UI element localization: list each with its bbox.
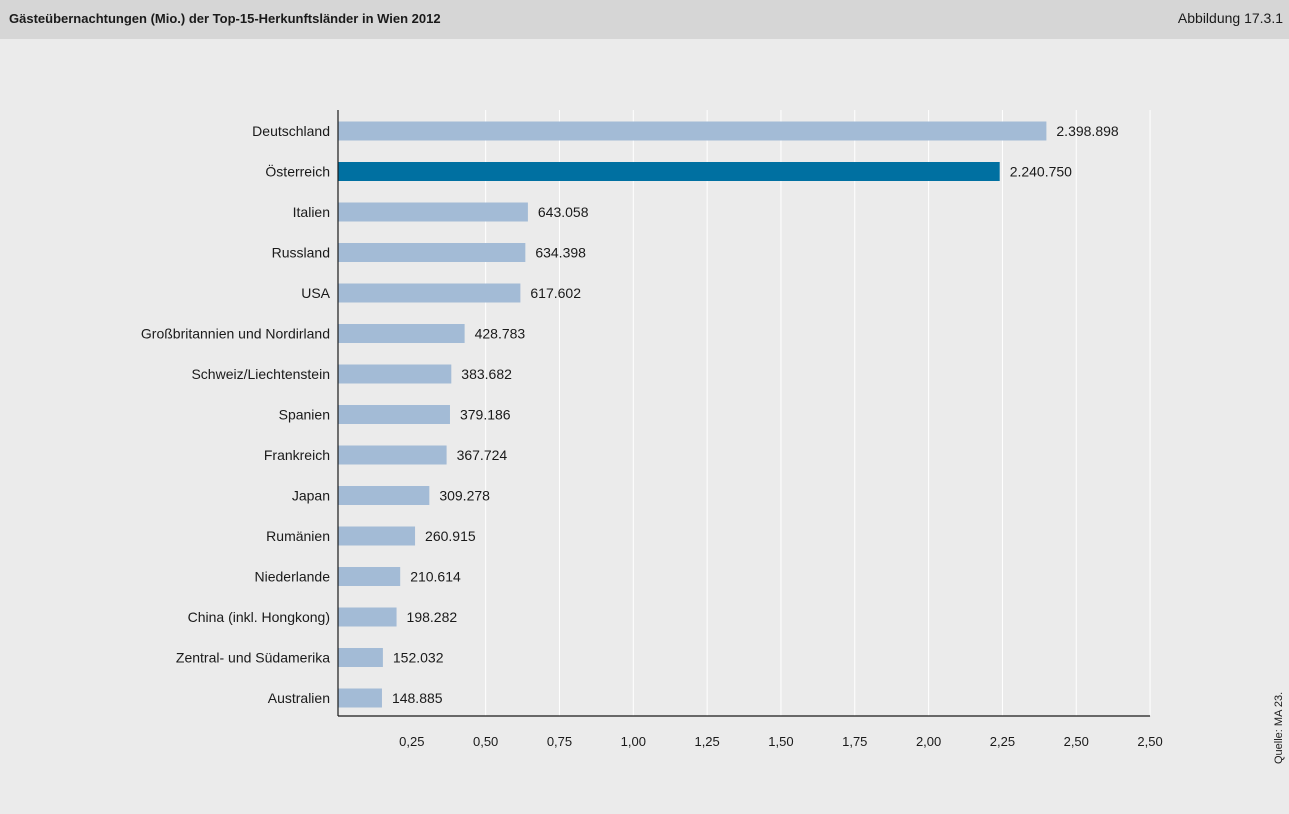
category-label: Russland bbox=[272, 245, 330, 261]
x-tick-label: 1,50 bbox=[768, 734, 793, 749]
value-label: 379.186 bbox=[460, 407, 511, 423]
x-tick-label: 2,50 bbox=[1137, 734, 1162, 749]
bar bbox=[338, 202, 528, 222]
value-label: 428.783 bbox=[475, 326, 526, 342]
x-tick-label: 2,25 bbox=[990, 734, 1015, 749]
value-label: 617.602 bbox=[530, 285, 581, 301]
x-tick-label: 0,50 bbox=[473, 734, 498, 749]
x-tick-label: 1,75 bbox=[842, 734, 867, 749]
value-label: 643.058 bbox=[538, 204, 589, 220]
x-tick-label: 0,25 bbox=[399, 734, 424, 749]
bar bbox=[338, 445, 447, 465]
bar bbox=[338, 405, 450, 424]
x-tick-label: 1,25 bbox=[694, 734, 719, 749]
category-label: China (inkl. Hongkong) bbox=[188, 609, 330, 625]
chart-title: Gästeübernachtungen (Mio.) der Top-15-He… bbox=[9, 11, 441, 26]
category-label: Spanien bbox=[279, 407, 330, 423]
category-label: Italien bbox=[293, 204, 330, 220]
value-label: 367.724 bbox=[457, 447, 508, 463]
category-label: Japan bbox=[292, 488, 330, 504]
value-label: 634.398 bbox=[535, 245, 586, 261]
value-label: 198.282 bbox=[407, 609, 458, 625]
value-label: 309.278 bbox=[439, 488, 490, 504]
bar bbox=[338, 162, 1000, 181]
value-label: 152.032 bbox=[393, 650, 444, 666]
source-note: Quelle: MA 23. bbox=[1273, 691, 1285, 764]
value-label: 383.682 bbox=[461, 366, 512, 382]
bar bbox=[338, 324, 465, 343]
chart-header: Gästeübernachtungen (Mio.) der Top-15-He… bbox=[0, 0, 1289, 39]
category-label: Großbritannien und Nordirland bbox=[141, 326, 330, 342]
bar bbox=[338, 121, 1047, 141]
category-label: USA bbox=[301, 285, 330, 301]
value-label: 2.240.750 bbox=[1010, 164, 1072, 180]
bar bbox=[338, 243, 526, 262]
category-label: Niederlande bbox=[255, 569, 331, 585]
bar bbox=[338, 648, 383, 667]
category-label: Frankreich bbox=[264, 447, 330, 463]
figure-number: Abbildung 17.3.1 bbox=[1177, 10, 1283, 26]
x-tick-label: 1,00 bbox=[621, 734, 646, 749]
category-label: Rumänien bbox=[266, 528, 330, 544]
category-label: Schweiz/Liechtenstein bbox=[191, 366, 330, 382]
value-label: 210.614 bbox=[410, 569, 461, 585]
category-label: Österreich bbox=[265, 163, 330, 180]
category-label: Deutschland bbox=[252, 123, 330, 139]
value-label: 260.915 bbox=[425, 528, 476, 544]
category-label: Australien bbox=[268, 690, 330, 706]
bar bbox=[338, 486, 430, 505]
bar bbox=[338, 526, 416, 546]
bar bbox=[338, 688, 382, 708]
bar bbox=[338, 283, 521, 303]
x-tick-label: 0,75 bbox=[547, 734, 572, 749]
value-label: 2.398.898 bbox=[1056, 123, 1118, 139]
bar bbox=[338, 364, 452, 384]
x-tick-label: 2,00 bbox=[916, 734, 941, 749]
x-tick-label: 2,50 bbox=[1064, 734, 1089, 749]
value-label: 148.885 bbox=[392, 690, 443, 706]
category-label: Zentral- und Südamerika bbox=[176, 650, 330, 666]
bar bbox=[338, 607, 397, 627]
bar bbox=[338, 567, 401, 586]
